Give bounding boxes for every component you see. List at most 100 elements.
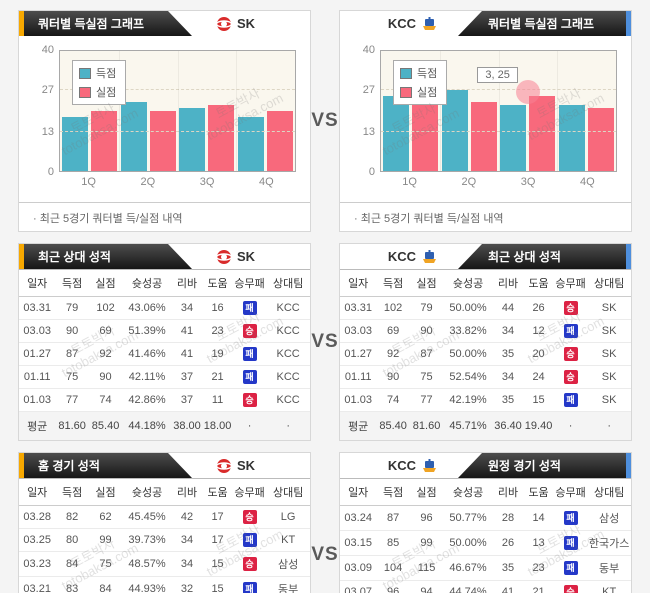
panel-header: 최근 상대 성적 SK: [19, 244, 310, 269]
column-header-points-scored: 득점: [376, 269, 410, 297]
loss-badge: 패: [563, 561, 578, 575]
panel-title-tab: 홈 경기 성적: [24, 453, 192, 478]
bar-실점-1Q[interactable]: [411, 102, 438, 171]
column-header-fg-percent: 슛성공: [122, 269, 172, 297]
accent-bar: [626, 453, 631, 478]
cell-rebounds: 32: [171, 576, 203, 593]
loss-badge: 패: [242, 582, 257, 593]
cell-points-allowed: 69: [88, 319, 123, 343]
h2h-table-sk: 일자 득점 실점 슛성공 리바 도움 승무패 상대팀 03.31 79 102 43.06% 34 16 패…: [19, 269, 310, 440]
chart-note: · 최근 5경기 쿼터별 득/실점 내역: [19, 202, 310, 231]
cell-points-scored: 69: [376, 319, 410, 343]
panel-title: 홈 경기 성적: [38, 459, 100, 473]
average-cell-points-allowed: 81.60: [409, 411, 444, 440]
plot-area[interactable]: 득점 실점 3, 25: [380, 50, 617, 172]
cell-assists: 14: [523, 505, 554, 531]
bar-득점-4Q[interactable]: [238, 117, 265, 171]
table-header-row: 일자 득점 실점 슛성공 리바 도움 승무패 상대팀: [19, 478, 310, 506]
gridline-vertical: [118, 51, 120, 171]
panel-title-tab: 최근 상대 성적: [24, 244, 192, 269]
cell-fg-percent: 51.39%: [122, 319, 172, 343]
cell-date: 01.27: [19, 342, 56, 366]
panel-header: KCC 쿼터별 득실점 그래프: [340, 11, 631, 36]
loss-badge: 패: [563, 511, 578, 525]
cell-opponent: 삼성: [266, 551, 310, 577]
cell-points-allowed: 96: [409, 505, 444, 531]
legend-item-득점: 득점: [400, 65, 437, 81]
bar-득점-3Q[interactable]: [179, 108, 206, 171]
team-name: SK: [237, 458, 256, 473]
x-tick-1Q: 1Q: [81, 176, 96, 188]
cell-assists: 23: [202, 319, 233, 343]
bar-득점-4Q[interactable]: [559, 105, 586, 171]
bar-실점-1Q[interactable]: [90, 111, 117, 171]
column-header-assists: 도움: [523, 269, 554, 297]
cell-points-scored: 104: [376, 555, 410, 581]
average-cell-rebounds: 36.40: [492, 411, 524, 440]
panel-title-tab: 원정 경기 성적: [458, 453, 626, 478]
cell-points-allowed: 99: [88, 528, 123, 552]
table-row: 01.11 75 90 42.11% 37 21 패 KCC: [19, 365, 310, 389]
cell-points-allowed: 74: [88, 388, 123, 412]
bar-실점-2Q[interactable]: [149, 111, 176, 171]
average-cell-points-scored: 81.60: [55, 411, 89, 440]
cell-rebounds: 37: [171, 365, 203, 389]
bar-실점-3Q[interactable]: [208, 105, 235, 171]
cell-points-scored: 79: [55, 296, 89, 320]
bar-득점-2Q[interactable]: [120, 102, 147, 171]
accent-bar: [19, 244, 24, 269]
average-cell-points-scored: 85.40: [376, 411, 410, 440]
win-badge: 승: [242, 324, 257, 338]
table-row: 03.03 90 69 51.39% 41 23 승 KCC: [19, 319, 310, 343]
cell-points-scored: 90: [55, 319, 89, 343]
cell-result: 승: [232, 505, 267, 529]
quarter-chart-kcc[interactable]: 0 13 27 40 득점 실점 3, 25 1Q 2Q 3Q 4Q: [340, 36, 631, 194]
cell-points-scored: 87: [55, 342, 89, 366]
cell-fg-percent: 42.86%: [122, 388, 172, 412]
cell-result: 패: [553, 555, 588, 581]
cell-points-allowed: 94: [409, 580, 444, 593]
y-tick-13: 13: [41, 126, 54, 139]
bar-득점-1Q[interactable]: [61, 117, 88, 171]
table-row: 01.27 87 92 41.46% 41 19 패 KCC: [19, 342, 310, 366]
cell-rebounds: 34: [492, 319, 524, 343]
gridline-vertical: [557, 51, 559, 171]
column-header-points-allowed: 실점: [88, 478, 123, 506]
plot-area[interactable]: 득점 실점: [59, 50, 296, 172]
cell-opponent: SK: [587, 319, 631, 343]
bar-득점-1Q[interactable]: [382, 96, 409, 171]
cell-date: 03.31: [340, 296, 377, 320]
cell-points-allowed: 90: [88, 365, 123, 389]
cell-opponent: 동부: [587, 555, 631, 581]
quarter-chart-sk[interactable]: 0 13 27 40 득점 실점 1Q 2Q 3Q 4Q: [19, 36, 310, 194]
cell-fg-percent: 50.77%: [443, 505, 493, 531]
cell-fg-percent: 50.00%: [443, 296, 493, 320]
cell-fg-percent: 39.73%: [122, 528, 172, 552]
legend-label: 득점: [96, 68, 117, 80]
column-header-assists: 도움: [202, 478, 233, 506]
cell-opponent: LG: [266, 505, 310, 529]
bar-실점-2Q[interactable]: [470, 102, 497, 171]
loss-badge: 패: [563, 324, 578, 338]
y-axis-labels: 0 13 27 40: [354, 44, 380, 178]
column-header-rebounds: 리바: [171, 478, 203, 506]
cell-fg-percent: 44.74%: [443, 580, 493, 593]
cell-fg-percent: 52.54%: [443, 365, 493, 389]
y-tick-27: 27: [41, 83, 54, 96]
bar-실점-4Q[interactable]: [267, 111, 294, 171]
cell-points-allowed: 79: [409, 296, 444, 320]
cell-result: 패: [232, 528, 267, 552]
cell-points-scored: 90: [376, 365, 410, 389]
bar-실점-4Q[interactable]: [588, 108, 615, 171]
bar-득점-3Q[interactable]: [500, 105, 527, 171]
table-row: 01.03 77 74 42.86% 37 11 승 KCC: [19, 388, 310, 412]
cell-opponent: KCC: [266, 319, 310, 343]
cell-rebounds: 28: [492, 505, 524, 531]
column-header-opponent: 상대팀: [266, 478, 310, 506]
win-badge: 승: [242, 393, 257, 407]
bar-group-4Q: [236, 51, 295, 171]
chart-note: · 최근 5경기 쿼터별 득/실점 내역: [340, 202, 631, 231]
cell-assists: 19: [202, 342, 233, 366]
x-tick-3Q: 3Q: [199, 176, 215, 188]
bar-실점-3Q[interactable]: [529, 96, 556, 171]
